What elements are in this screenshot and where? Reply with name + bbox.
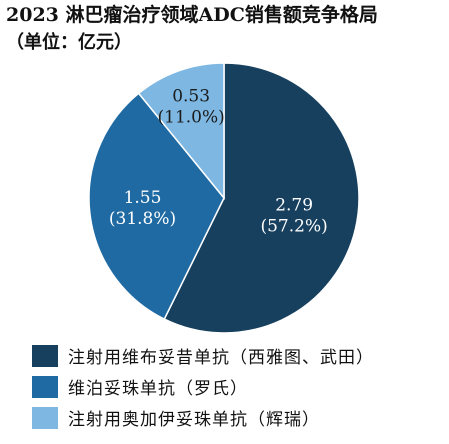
legend-item-polatuzumab: 维泊妥珠单抗（罗氏） [32, 371, 374, 402]
slice-value-label: 2.79 [275, 195, 313, 215]
slice-value-label: 0.53 [172, 87, 210, 107]
slice-polatuzumab [88, 92, 225, 321]
chart-subtitle: （单位：亿元） [6, 32, 132, 53]
legend-swatch [32, 344, 58, 367]
legend-label: 注射用维布妥昔单抗（西雅图、武田） [68, 348, 374, 368]
legend-swatch [32, 375, 58, 398]
legend-label: 维泊妥珠单抗（罗氏） [68, 379, 248, 399]
legend-swatch [32, 406, 58, 429]
slice-inotuzumab [137, 62, 225, 201]
slice-percent-label: (31.8%) [109, 209, 176, 229]
legend-item-brentuximab: 注射用维布妥昔单抗（西雅图、武田） [32, 340, 374, 371]
slice-percent-label: (11.0%) [158, 108, 225, 128]
slice-percent-label: (57.2%) [260, 216, 327, 236]
legend: 注射用维布妥昔单抗（西雅图、武田） 维泊妥珠单抗（罗氏） 注射用奥加伊妥珠单抗（… [32, 340, 374, 433]
chart-title: 2023 淋巴瘤治疗领域ADC销售额竞争格局 [6, 4, 378, 26]
legend-item-inotuzumab: 注射用奥加伊妥珠单抗（辉瑞） [32, 402, 374, 433]
pie-chart: 2.79(57.2%) 1.55(31.8%) 0.53(11.0%) [88, 62, 360, 334]
legend-label: 注射用奥加伊妥珠单抗（辉瑞） [68, 410, 320, 430]
slice-value-label: 1.55 [124, 188, 162, 208]
slice-brentuximab [163, 62, 360, 334]
